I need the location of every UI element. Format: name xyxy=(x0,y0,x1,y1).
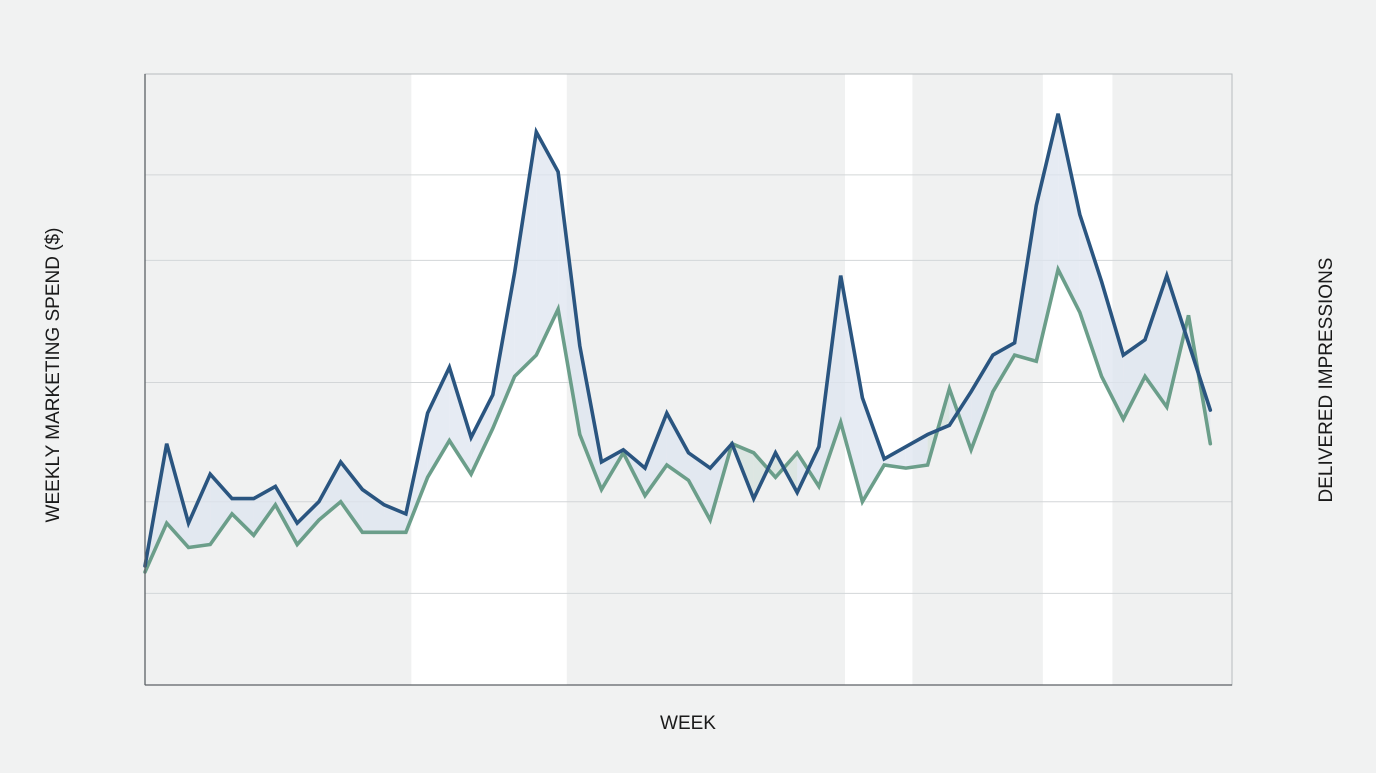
plot-frame xyxy=(144,73,1233,686)
gap-fill-segment xyxy=(558,171,580,435)
gap-fill-segment xyxy=(688,452,711,521)
gap-fill-segment xyxy=(231,498,254,536)
gap-fill-segment xyxy=(971,355,993,450)
gap-fill-segment xyxy=(210,474,232,545)
gap-fill-segment xyxy=(840,275,863,502)
y2-axis-label: DELIVERED IMPRESSIONS xyxy=(1316,258,1337,503)
gap-fill-segment xyxy=(1079,214,1102,377)
gap-fill-segment xyxy=(275,486,298,545)
gap-fill-segment xyxy=(427,367,450,478)
gap-fill-segment xyxy=(1058,113,1080,313)
gap-fill-segment xyxy=(1036,113,1059,362)
gap-fill-segment xyxy=(297,501,319,545)
gap-fill-segment xyxy=(949,388,972,450)
gap-fill-segment xyxy=(362,489,385,533)
gap-fill-segment xyxy=(905,434,928,469)
series-line-spend xyxy=(143,113,1213,568)
gap-fill-segment xyxy=(862,397,885,502)
gap-fill-segment xyxy=(340,461,363,533)
gap-fill-segment xyxy=(471,394,493,475)
gap-fill-segment xyxy=(884,446,906,469)
gap-fill-segment xyxy=(666,413,689,481)
gap-fill-segment xyxy=(1166,275,1189,407)
series-lines xyxy=(143,113,1213,574)
gap-fill-segment xyxy=(1145,275,1167,407)
gap-fill-segment xyxy=(188,474,211,548)
y-axis-label: WEEKLY MARKETING SPEND ($) xyxy=(43,228,64,523)
gap-fill-segment xyxy=(645,413,667,496)
x-axis-label: WEEK xyxy=(660,713,716,734)
series-line-impressions xyxy=(143,264,1213,574)
gap-fill-segment xyxy=(1123,339,1146,420)
gap-fill-segment xyxy=(253,486,276,536)
gap-fill-segment xyxy=(536,132,559,356)
gap-fill-segment xyxy=(514,132,537,377)
